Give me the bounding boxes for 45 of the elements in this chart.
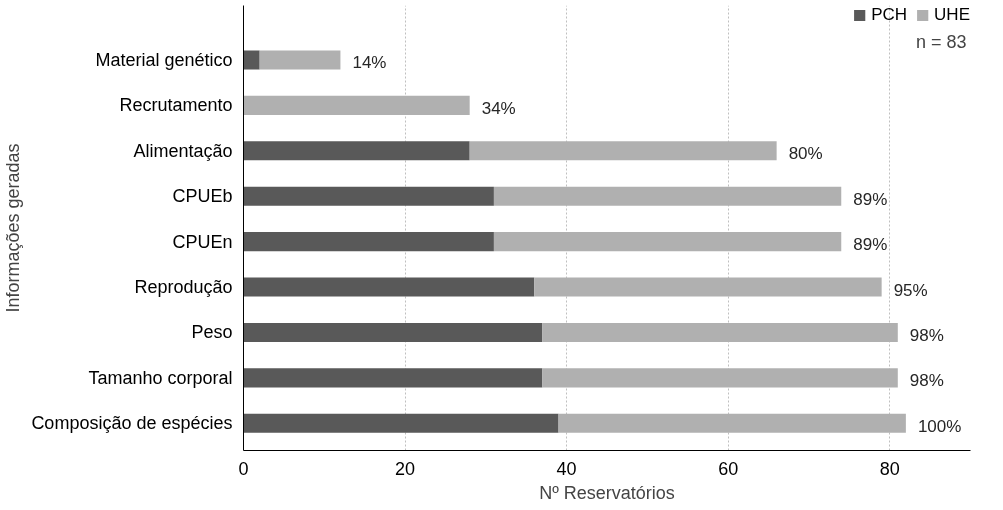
annotation: 95% <box>893 280 928 300</box>
y-tick-label: CPUEn <box>172 231 233 252</box>
bar <box>259 50 341 70</box>
x-tick-label: 80 <box>879 458 900 479</box>
annotation: 89% <box>853 235 888 255</box>
bar <box>243 95 470 115</box>
bar <box>243 322 543 342</box>
bar <box>534 277 882 297</box>
bar <box>243 413 559 433</box>
annotation: 98% <box>909 371 944 391</box>
annotation: 98% <box>909 325 944 345</box>
x-axis-title: Nº Reservatórios <box>539 482 675 503</box>
y-axis-title: Informações geradas <box>3 143 24 313</box>
legend-label: PCH <box>871 5 908 25</box>
bar <box>558 413 906 433</box>
bar <box>469 141 777 161</box>
y-tick-label: Recrutamento <box>119 95 233 116</box>
bar <box>493 232 842 252</box>
y-tick-label: CPUEb <box>172 186 233 207</box>
annotation: 100% <box>917 416 962 436</box>
bar <box>542 322 898 342</box>
x-tick-label: 60 <box>718 458 739 479</box>
annotation: 14% <box>352 53 387 73</box>
y-tick-label: Tamanho corporal <box>88 367 233 388</box>
bar <box>542 368 898 388</box>
bar <box>243 50 260 70</box>
bar <box>243 186 494 206</box>
y-tick-label: Reprodução <box>134 277 233 298</box>
bar <box>493 186 842 206</box>
y-tick-label: Composição de espécies <box>31 413 233 434</box>
bar <box>243 277 535 297</box>
bar <box>243 368 543 388</box>
annotation: 89% <box>853 189 888 209</box>
bar <box>243 232 494 252</box>
x-tick-label: 0 <box>238 458 249 479</box>
y-tick-label: Material genético <box>95 49 233 70</box>
annotation: 34% <box>481 98 516 118</box>
legend-label: UHE <box>934 5 970 25</box>
y-tick-label: Alimentação <box>133 140 233 161</box>
y-tick-label: Peso <box>191 322 233 343</box>
x-tick-label: 40 <box>556 458 577 479</box>
bar <box>243 141 470 161</box>
annotation: n = 83 <box>915 31 967 52</box>
x-tick-label: 20 <box>395 458 416 479</box>
annotation: 80% <box>788 144 823 164</box>
